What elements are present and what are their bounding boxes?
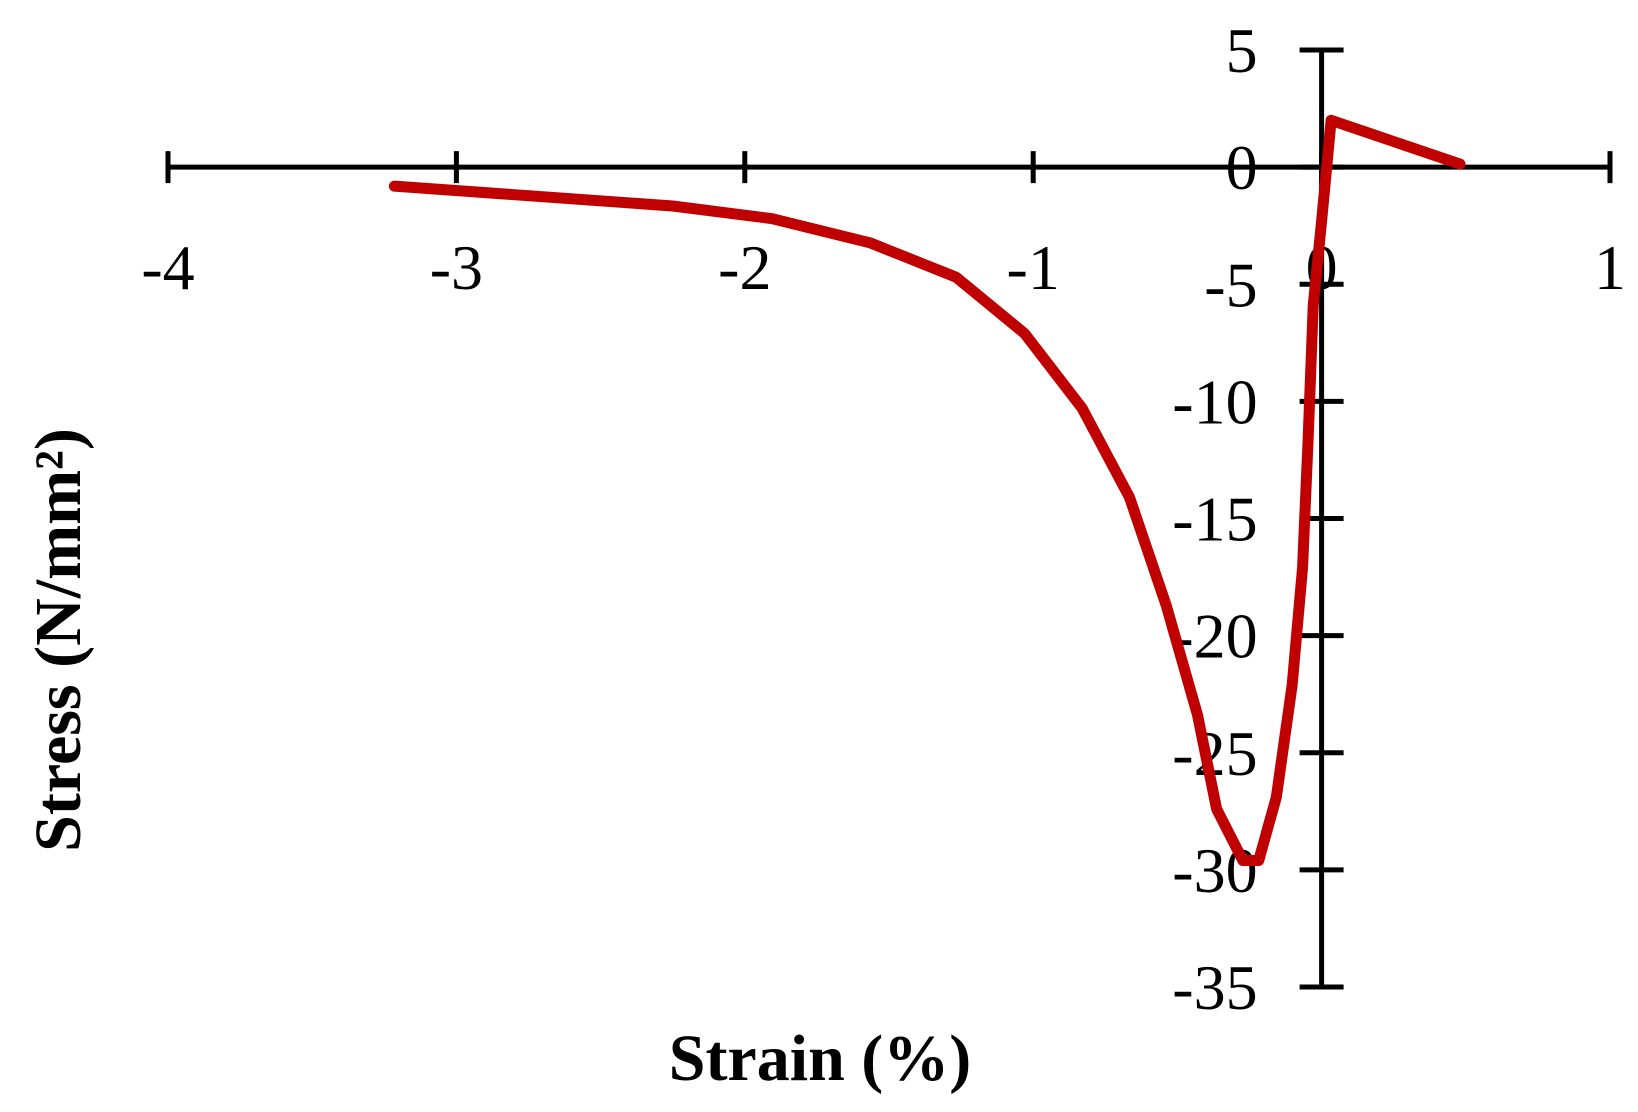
- data-line: [388, 114, 1466, 867]
- y-tick-label: -35: [1172, 952, 1257, 1023]
- x-tick-label: -2: [718, 232, 771, 303]
- y-tick-label: -5: [1204, 249, 1257, 320]
- y-tick-label: -15: [1172, 484, 1257, 555]
- x-tick-label: -3: [430, 232, 483, 303]
- y-tick-label: -10: [1172, 366, 1257, 437]
- x-tick-label: -4: [141, 232, 194, 303]
- x-tick-label: -1: [1007, 232, 1060, 303]
- x-axis-title: Strain (%): [669, 1022, 971, 1095]
- y-tick-label: 5: [1226, 15, 1258, 86]
- y-tick-label: -30: [1172, 835, 1257, 906]
- y-axis-title: Stress (N/mm²): [22, 428, 95, 852]
- y-tick-label: 0: [1226, 132, 1258, 203]
- x-tick-label: 1: [1594, 232, 1626, 303]
